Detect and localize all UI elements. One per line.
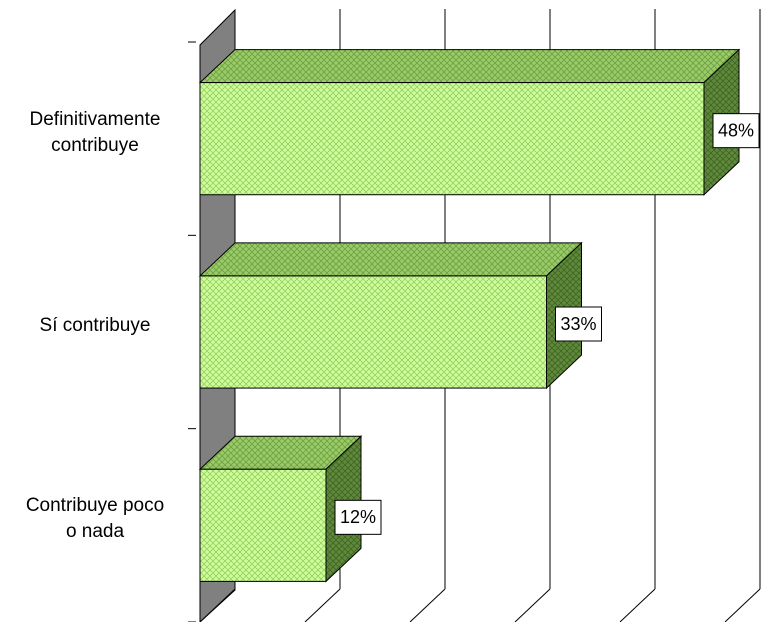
floor-line [619, 588, 656, 622]
bar-top [198, 242, 583, 277]
bar [199, 82, 705, 196]
floor-line [199, 588, 236, 622]
bar [199, 468, 327, 582]
value-label-box [334, 499, 382, 535]
value-label: 33% [560, 314, 596, 334]
floor-line [514, 588, 551, 622]
category-label: Sí contribuye [39, 315, 151, 336]
value-label: 48% [718, 120, 754, 140]
category-label: Contribuye poco o nada [25, 495, 165, 543]
floor-line [409, 588, 446, 622]
bar-top [198, 49, 741, 84]
bar [199, 275, 547, 389]
floor-line [724, 588, 761, 622]
floor-line [304, 588, 341, 622]
value-label-box [712, 113, 760, 149]
value-label-box [555, 306, 602, 342]
category-label: Definitivamente contribuye [29, 108, 161, 156]
value-label: 12% [340, 507, 376, 527]
